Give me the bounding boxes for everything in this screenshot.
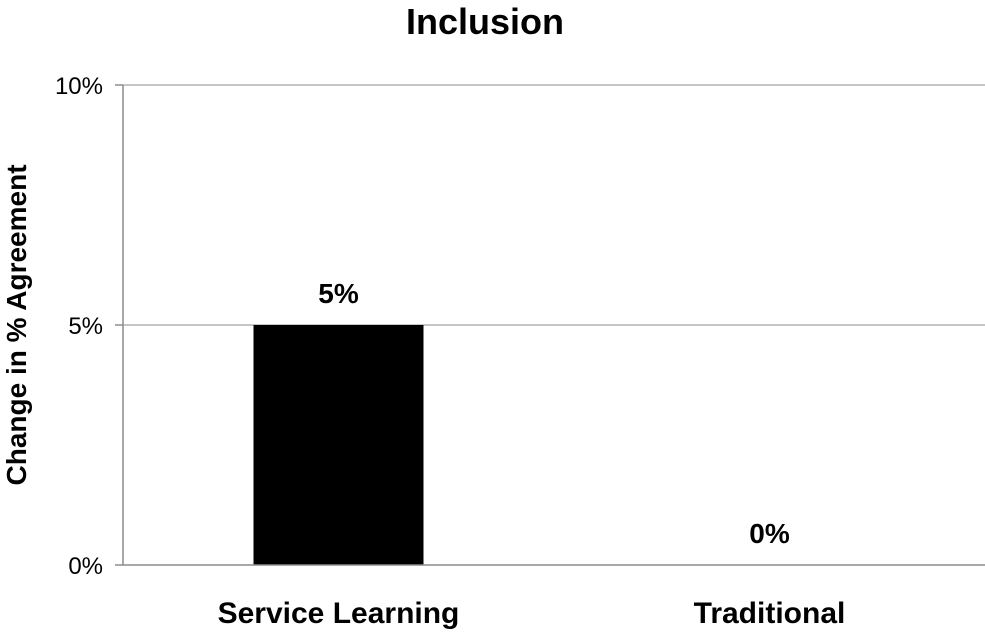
x-tick-label: Traditional: [694, 597, 846, 630]
data-labels: 5% 0%: [318, 278, 790, 549]
data-label: 5%: [318, 278, 359, 309]
x-tick-label: Service Learning: [218, 597, 460, 630]
y-axis-label: Change in % Agreement: [1, 164, 32, 485]
x-axis-ticks: Service Learning Traditional: [218, 597, 846, 630]
y-tick-label: 5%: [68, 313, 103, 340]
y-tick-label: 10%: [55, 73, 103, 100]
bars: [253, 325, 424, 565]
chart-title: Inclusion: [406, 1, 564, 42]
gridlines: [123, 84, 985, 326]
bar: [253, 325, 424, 565]
y-tick-label: 0%: [68, 553, 103, 580]
data-label: 0%: [749, 518, 790, 549]
y-axis-ticks: 0% 5% 10%: [55, 73, 123, 580]
